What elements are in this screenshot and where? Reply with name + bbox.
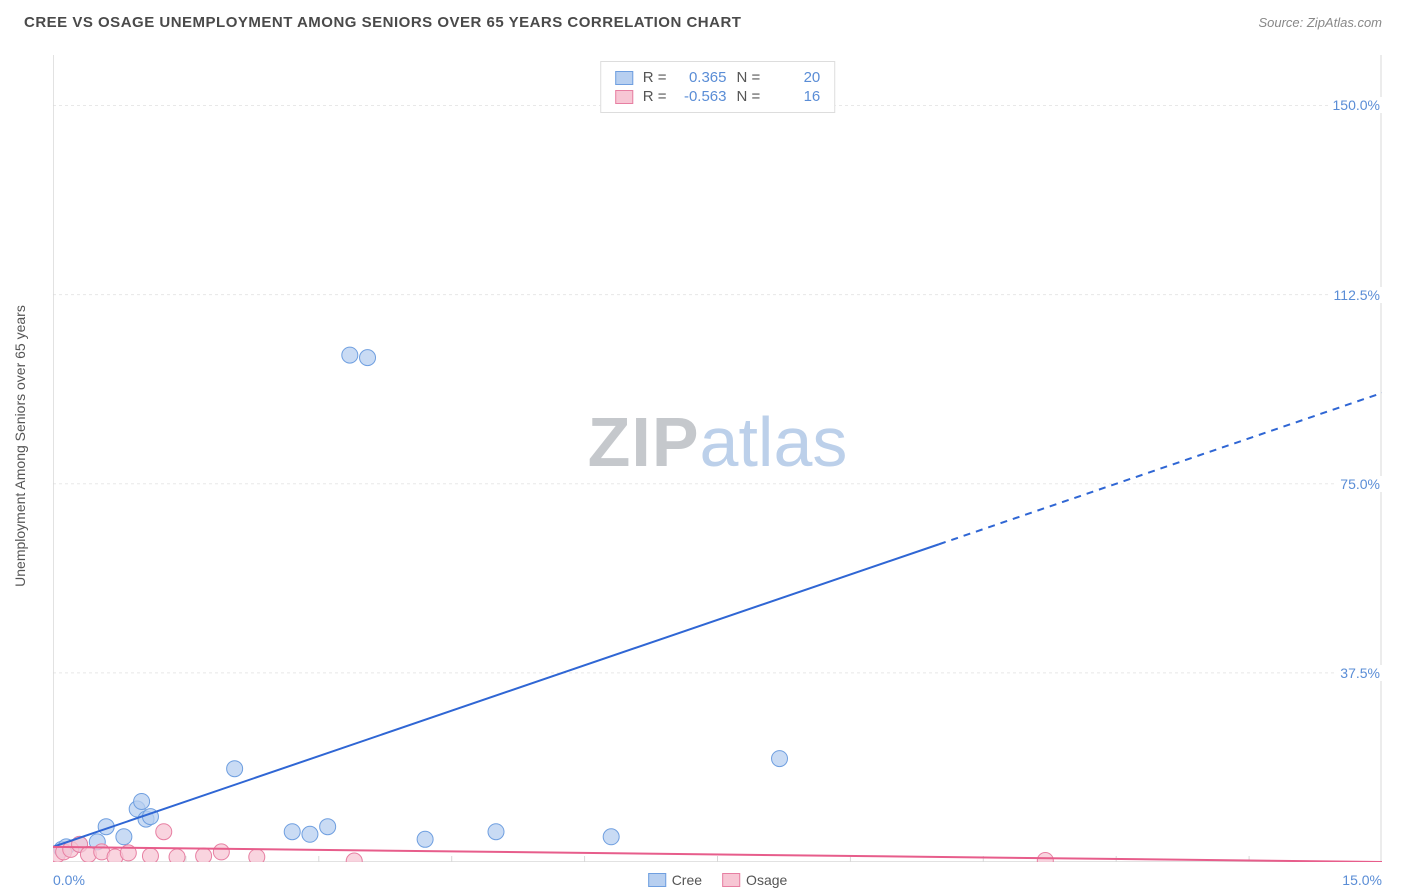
- legend-swatch: [722, 873, 740, 887]
- y-tick-label: 37.5%: [1336, 665, 1384, 681]
- legend-n-value: 16: [770, 88, 820, 105]
- legend-r-label: R =: [643, 69, 667, 86]
- legend-series-item: Cree: [648, 872, 702, 888]
- y-tick-label: 75.0%: [1336, 476, 1384, 492]
- chart-container: ZIPatlas R = 0.365 N = 20 R = -0.563 N =…: [53, 55, 1382, 862]
- legend-r-value: 0.365: [677, 69, 727, 86]
- legend-correlation: R = 0.365 N = 20 R = -0.563 N = 16: [600, 61, 836, 113]
- y-tick-label: 150.0%: [1329, 97, 1384, 113]
- legend-series: Cree Osage: [648, 872, 788, 888]
- legend-series-item: Osage: [722, 872, 787, 888]
- legend-series-label: Cree: [672, 872, 702, 888]
- x-tick-min: 0.0%: [53, 872, 85, 888]
- legend-swatch: [615, 90, 633, 104]
- legend-r-label: R =: [643, 88, 667, 105]
- y-axis-label: Unemployment Among Seniors over 65 years: [12, 305, 28, 587]
- scatter-plot: [53, 55, 1382, 862]
- legend-n-label: N =: [737, 88, 761, 105]
- legend-row: R = 0.365 N = 20: [615, 68, 821, 87]
- y-tick-label: 112.5%: [1330, 287, 1384, 303]
- legend-swatch: [648, 873, 666, 887]
- page-title: CREE VS OSAGE UNEMPLOYMENT AMONG SENIORS…: [24, 14, 741, 31]
- legend-series-label: Osage: [746, 872, 787, 888]
- legend-n-value: 20: [770, 69, 820, 86]
- source-label: Source: ZipAtlas.com: [1258, 15, 1382, 30]
- legend-n-label: N =: [737, 69, 761, 86]
- legend-row: R = -0.563 N = 16: [615, 87, 821, 106]
- x-tick-max: 15.0%: [1342, 872, 1382, 888]
- legend-swatch: [615, 71, 633, 85]
- legend-r-value: -0.563: [677, 88, 727, 105]
